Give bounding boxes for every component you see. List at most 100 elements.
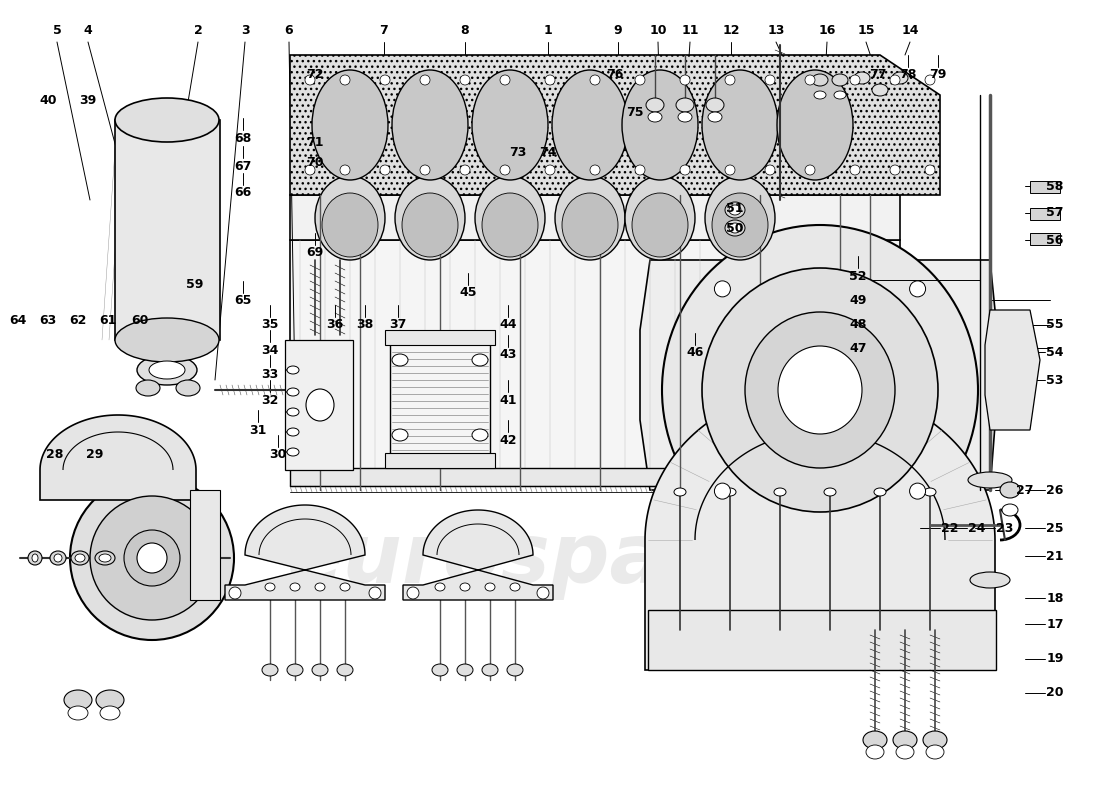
Ellipse shape: [562, 193, 618, 257]
Text: 54: 54: [1046, 346, 1064, 358]
Ellipse shape: [116, 98, 219, 142]
Ellipse shape: [890, 165, 900, 175]
Bar: [290, 468, 900, 486]
Ellipse shape: [96, 690, 124, 710]
Ellipse shape: [407, 587, 419, 599]
Text: 8: 8: [461, 23, 470, 37]
Ellipse shape: [287, 428, 299, 436]
Ellipse shape: [138, 543, 167, 573]
Text: 49: 49: [849, 294, 867, 306]
Ellipse shape: [368, 587, 381, 599]
Ellipse shape: [544, 75, 556, 85]
Text: 47: 47: [849, 342, 867, 354]
Text: 58: 58: [1046, 179, 1064, 193]
Ellipse shape: [482, 664, 498, 676]
Ellipse shape: [778, 346, 862, 434]
Ellipse shape: [892, 72, 907, 84]
Bar: [290, 240, 900, 470]
Ellipse shape: [99, 554, 111, 562]
Text: 10: 10: [649, 23, 667, 37]
Bar: [285, 340, 353, 470]
Ellipse shape: [764, 75, 776, 85]
Ellipse shape: [729, 205, 741, 215]
Ellipse shape: [925, 165, 935, 175]
Ellipse shape: [866, 745, 884, 759]
Ellipse shape: [460, 165, 470, 175]
Ellipse shape: [896, 745, 914, 759]
Ellipse shape: [432, 664, 448, 676]
Ellipse shape: [854, 72, 870, 84]
Ellipse shape: [925, 75, 935, 85]
Text: 20: 20: [1046, 686, 1064, 699]
Ellipse shape: [500, 75, 510, 85]
Text: 18: 18: [1046, 591, 1064, 605]
Text: 14: 14: [901, 23, 918, 37]
Ellipse shape: [28, 551, 42, 565]
Text: 51: 51: [726, 202, 744, 214]
Text: 73: 73: [509, 146, 527, 159]
Bar: [385, 453, 495, 468]
Ellipse shape: [832, 74, 848, 86]
Ellipse shape: [402, 193, 458, 257]
Ellipse shape: [287, 388, 299, 396]
Text: 34: 34: [262, 343, 278, 357]
Text: eurospares: eurospares: [286, 519, 814, 601]
Ellipse shape: [379, 165, 390, 175]
Text: 40: 40: [40, 94, 57, 106]
Ellipse shape: [834, 91, 846, 99]
Ellipse shape: [337, 664, 353, 676]
Ellipse shape: [872, 84, 888, 96]
Ellipse shape: [116, 318, 219, 362]
Ellipse shape: [72, 551, 89, 565]
Text: 26: 26: [1046, 483, 1064, 497]
Ellipse shape: [75, 554, 85, 562]
Text: 46: 46: [686, 346, 704, 359]
Text: 57: 57: [1046, 206, 1064, 219]
Ellipse shape: [434, 583, 446, 591]
Ellipse shape: [537, 587, 549, 599]
Text: 61: 61: [99, 314, 117, 326]
Ellipse shape: [552, 70, 628, 180]
Bar: [648, 610, 996, 670]
Ellipse shape: [340, 165, 350, 175]
Ellipse shape: [262, 664, 278, 676]
Ellipse shape: [725, 220, 745, 236]
Ellipse shape: [680, 75, 690, 85]
Ellipse shape: [1002, 504, 1018, 516]
Ellipse shape: [485, 583, 495, 591]
Ellipse shape: [556, 176, 625, 260]
Ellipse shape: [265, 583, 275, 591]
Ellipse shape: [70, 476, 234, 640]
Ellipse shape: [340, 75, 350, 85]
Ellipse shape: [472, 354, 488, 366]
Ellipse shape: [648, 112, 662, 122]
Ellipse shape: [136, 380, 160, 396]
Text: 74: 74: [539, 146, 557, 159]
Ellipse shape: [625, 176, 695, 260]
Text: 55: 55: [1046, 318, 1064, 331]
Polygon shape: [40, 415, 196, 500]
Ellipse shape: [705, 176, 776, 260]
Ellipse shape: [714, 281, 730, 297]
Ellipse shape: [510, 583, 520, 591]
Text: 19: 19: [1046, 653, 1064, 666]
Ellipse shape: [124, 530, 180, 586]
Ellipse shape: [850, 75, 860, 85]
Ellipse shape: [774, 488, 786, 496]
Ellipse shape: [340, 583, 350, 591]
Ellipse shape: [507, 664, 522, 676]
Text: 79: 79: [930, 69, 947, 82]
Ellipse shape: [635, 75, 645, 85]
Text: 23: 23: [997, 522, 1014, 534]
Text: 63: 63: [40, 314, 56, 326]
Ellipse shape: [32, 554, 39, 562]
Ellipse shape: [312, 70, 388, 180]
Ellipse shape: [287, 408, 299, 416]
Ellipse shape: [662, 225, 978, 555]
Text: 43: 43: [499, 349, 517, 362]
Text: 24: 24: [968, 522, 986, 534]
Ellipse shape: [148, 361, 185, 379]
Ellipse shape: [392, 429, 408, 441]
Ellipse shape: [590, 75, 600, 85]
Polygon shape: [640, 260, 1000, 490]
